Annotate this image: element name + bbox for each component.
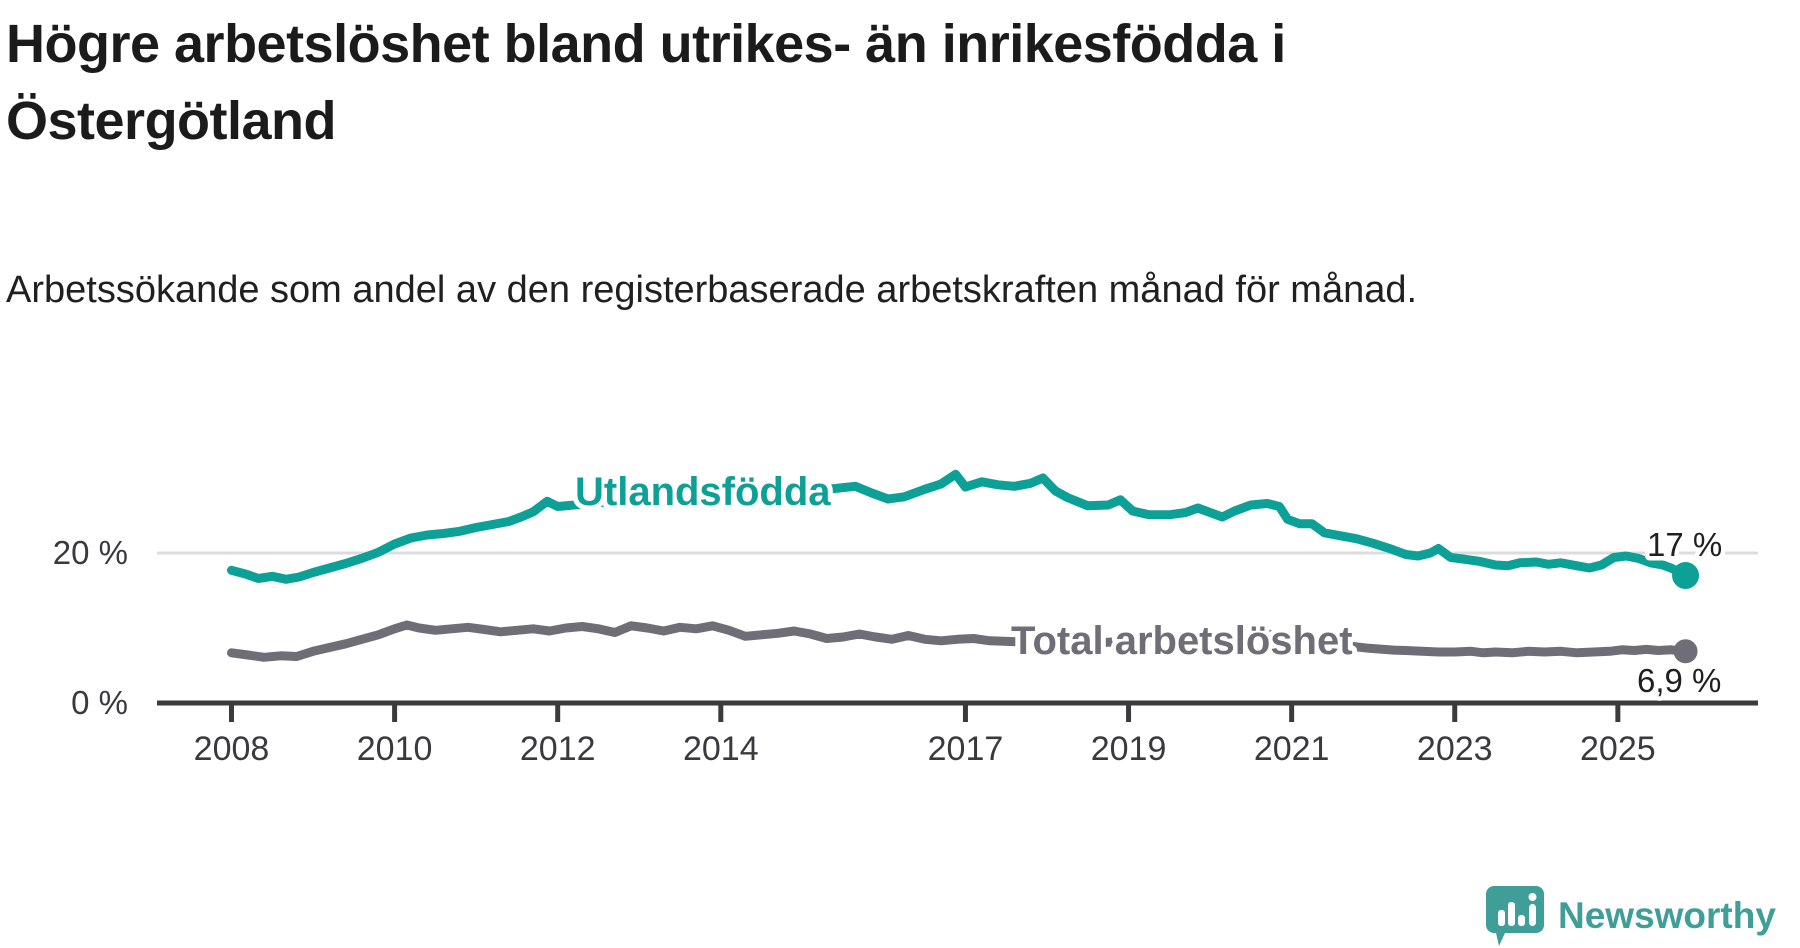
series-end-dot-utlandsfodda [1672, 562, 1700, 589]
x-axis-label-2023: 2023 [1417, 730, 1493, 768]
series-label-utlandsfodda: Utlandsfödda [575, 470, 831, 514]
bar-3 [1518, 915, 1525, 926]
exclamation-bar [1529, 904, 1536, 926]
chart-subtitle: Arbetssökande som andel av den registerb… [6, 269, 1418, 311]
x-axis-label-2012: 2012 [520, 730, 596, 768]
newsworthy-logo: Newsworthy [1486, 884, 1776, 948]
x-axis-label-2019: 2019 [1091, 730, 1167, 768]
newsworthy-speech-bubble-icon [1486, 886, 1544, 946]
end-value-label-total: 6,9 % [1637, 662, 1721, 699]
exclamation-dot [1528, 893, 1537, 901]
series-label-total: Total arbetslöshet [1011, 619, 1353, 663]
x-axis-label-2021: 2021 [1254, 730, 1330, 768]
x-axis-label-2025: 2025 [1580, 730, 1656, 768]
y-axis-label-0: 0 % [71, 684, 128, 721]
chart-title: Högre arbetslöshet bland utrikes- än inr… [6, 14, 1286, 151]
x-axis-label-2010: 2010 [357, 730, 433, 768]
x-axis-label-2014: 2014 [683, 730, 759, 768]
newsworthy-wordmark: Newsworthy [1558, 895, 1776, 936]
series-line-utlandsfodda [227, 469, 1690, 584]
series-end-dot-total [1673, 639, 1698, 664]
y-axis-label-20: 20 % [53, 534, 128, 571]
bar-1 [1498, 910, 1505, 926]
x-axis-label-2017: 2017 [928, 730, 1004, 768]
series-line-total [227, 620, 1690, 662]
end-value-label-utlandsfodda: 17 % [1647, 526, 1722, 563]
x-axis-label-2008: 2008 [194, 730, 270, 768]
bar-2 [1508, 902, 1515, 926]
